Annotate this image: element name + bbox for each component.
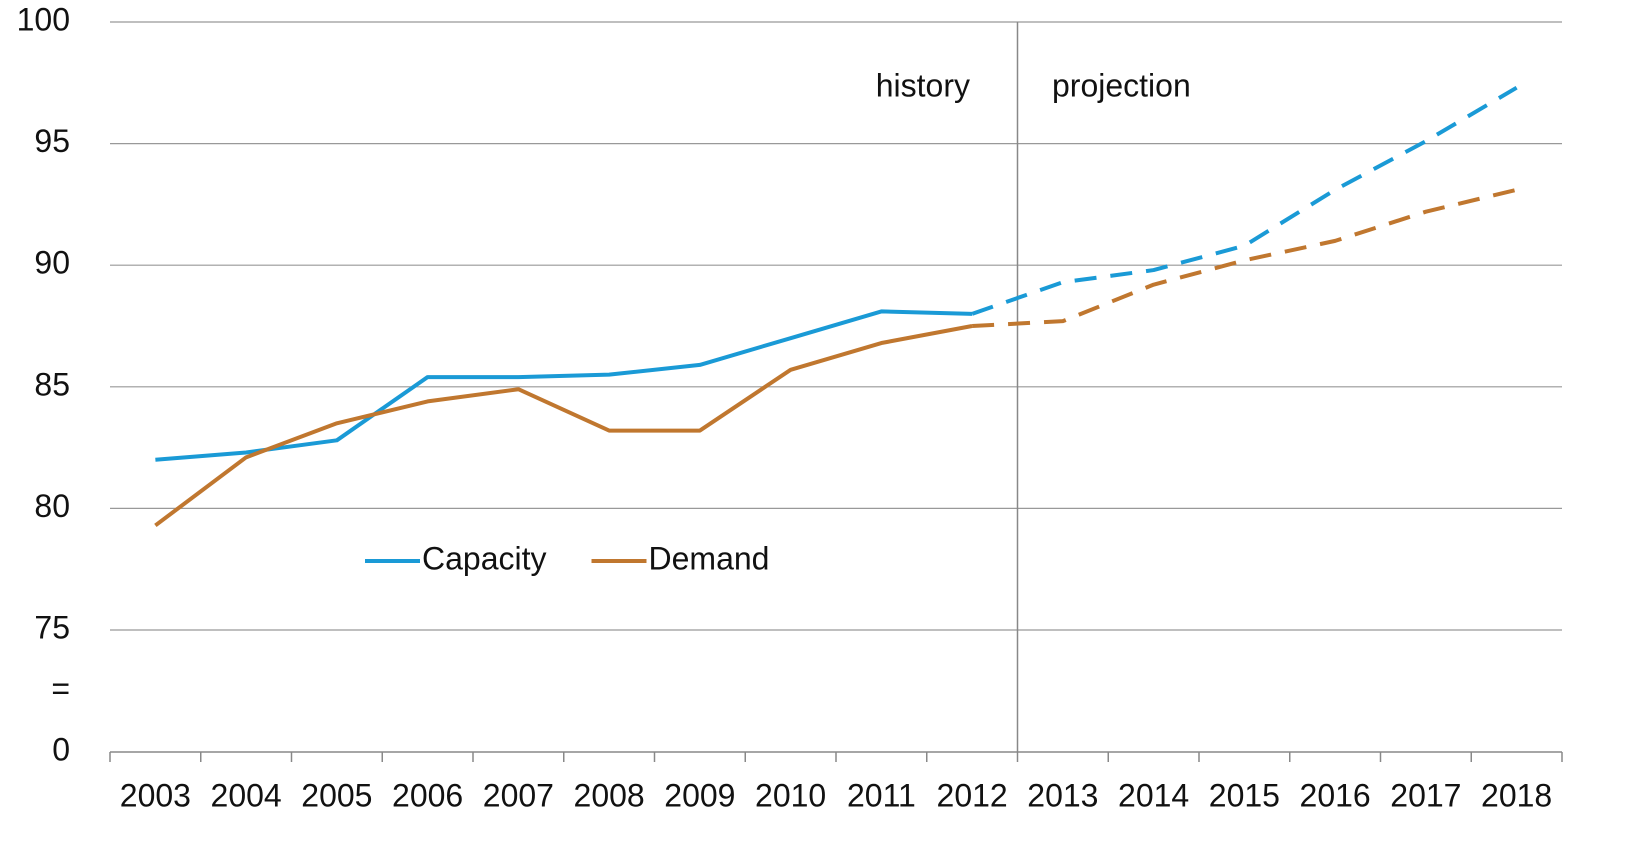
- x-tick-label: 2005: [301, 777, 372, 813]
- annotation-projection: projection: [1052, 67, 1191, 103]
- annotation-history: history: [876, 67, 970, 103]
- x-tick-label: 2015: [1209, 777, 1280, 813]
- x-tick-label: 2006: [392, 777, 463, 813]
- y-tick-label: 80: [34, 488, 70, 524]
- x-tick-label: 2011: [847, 777, 916, 813]
- projection-line: [972, 187, 1518, 328]
- x-tick-label: 2014: [1118, 777, 1189, 813]
- y-tick-label: 85: [34, 366, 70, 402]
- x-tick-label: 2007: [483, 777, 554, 813]
- y-tick-label: 100: [17, 1, 70, 37]
- x-tick-label: 2016: [1300, 777, 1371, 813]
- x-tick-label: 2017: [1390, 777, 1461, 813]
- x-tick-label: 2008: [574, 777, 645, 813]
- x-tick-label: 2018: [1481, 777, 1552, 813]
- history-line: [154, 324, 973, 528]
- legend-label: Demand: [649, 540, 770, 576]
- x-tick-label: 2010: [755, 777, 826, 813]
- history-line: [155, 309, 973, 462]
- y-tick-label: 95: [34, 123, 70, 159]
- axis-break-label: =: [51, 670, 70, 706]
- x-tick-label: 2013: [1027, 777, 1098, 813]
- y-tick-label: 90: [34, 245, 70, 281]
- projection-line: [971, 85, 1518, 316]
- x-tick-label: 2004: [211, 777, 282, 813]
- y-tick-label: 0: [52, 731, 70, 767]
- y-tick-label: 75: [34, 609, 70, 645]
- legend-label: Capacity: [422, 540, 547, 576]
- x-tick-label: 2009: [664, 777, 735, 813]
- x-tick-label: 2003: [120, 777, 191, 813]
- x-tick-label: 2012: [937, 777, 1008, 813]
